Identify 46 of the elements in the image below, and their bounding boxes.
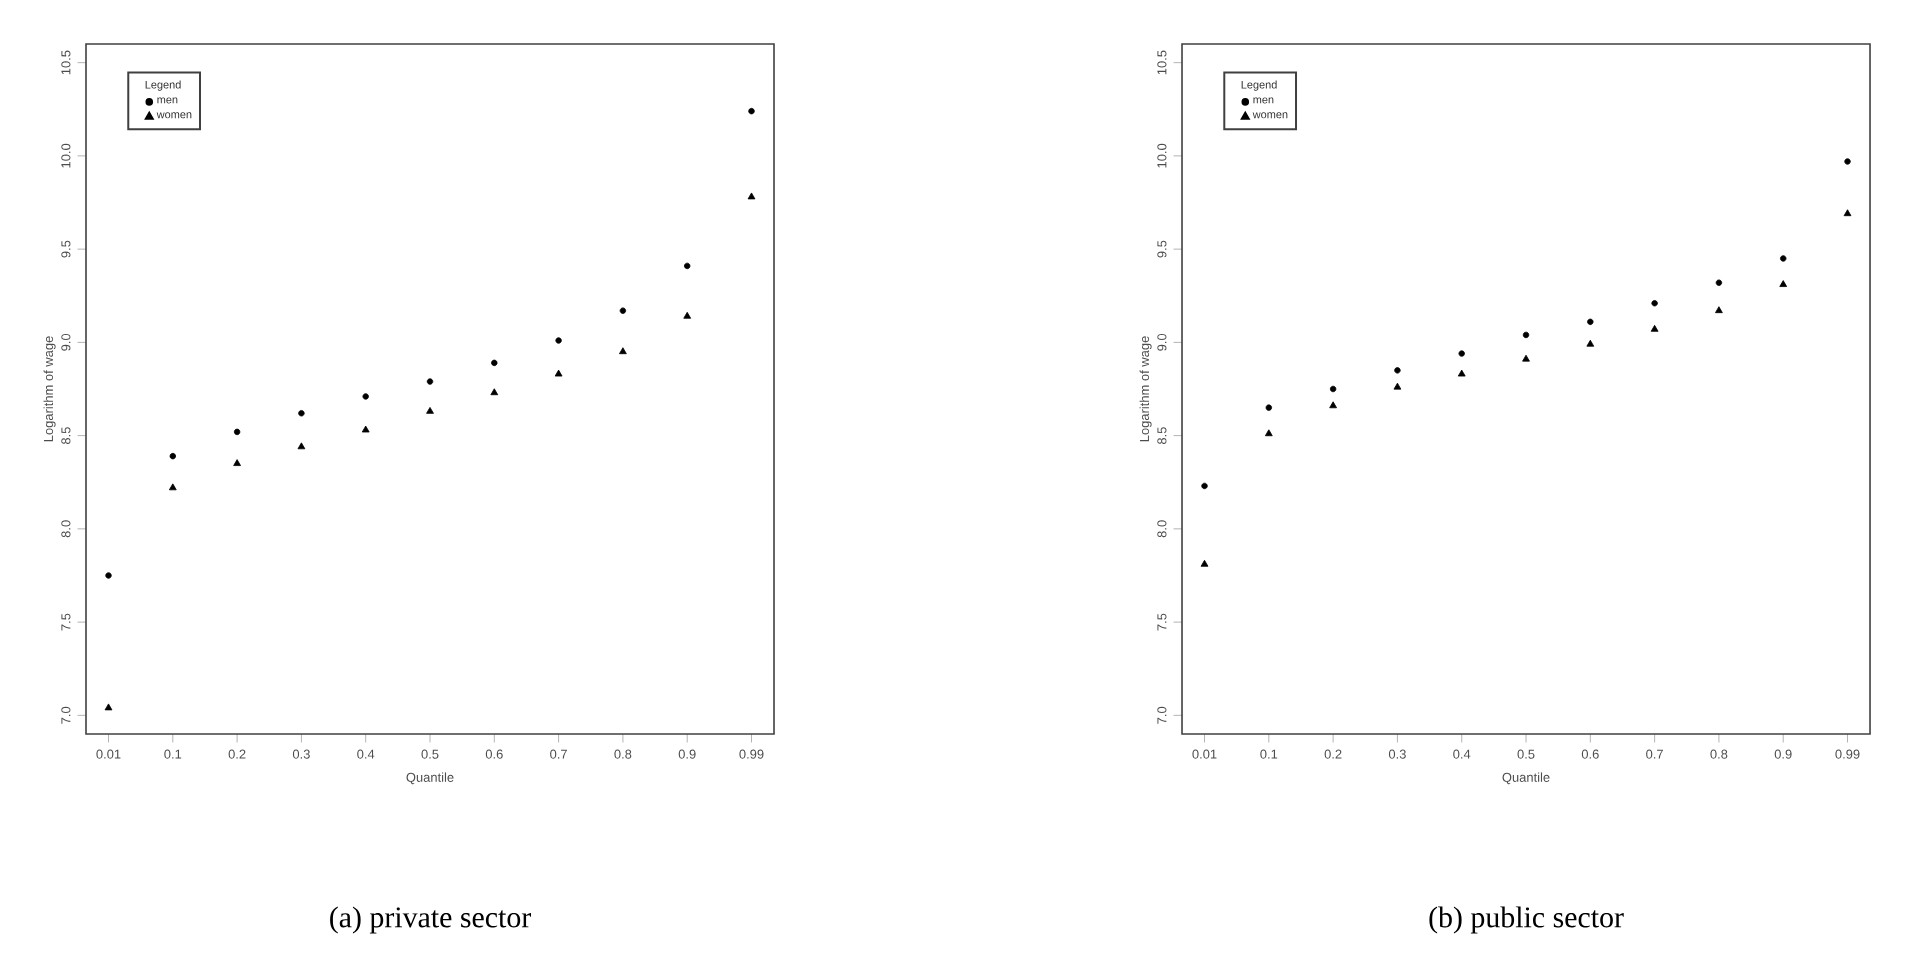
- point: [105, 572, 112, 579]
- point: [1265, 404, 1273, 411]
- point: [233, 459, 241, 466]
- point: [1201, 482, 1208, 490]
- point: [362, 393, 369, 400]
- point: [1586, 339, 1595, 347]
- point: [683, 311, 692, 319]
- point: [619, 347, 627, 355]
- point: [104, 703, 113, 711]
- point: [168, 483, 177, 491]
- point: [490, 388, 499, 396]
- point: [1200, 559, 1209, 567]
- point: [748, 107, 755, 115]
- point: [1715, 279, 1723, 286]
- point: [1715, 306, 1723, 314]
- point: [233, 428, 241, 436]
- point: [1264, 429, 1273, 437]
- point: [1458, 350, 1465, 357]
- point: [361, 425, 370, 433]
- point: [684, 262, 691, 270]
- point: [1779, 280, 1788, 287]
- point: [1780, 255, 1787, 262]
- point: [1457, 369, 1466, 377]
- point: [1394, 367, 1401, 374]
- point: [555, 337, 562, 344]
- point: [297, 442, 306, 450]
- point: [1393, 382, 1402, 390]
- text: (b) public sector: [1429, 906, 1624, 934]
- point: [1329, 401, 1337, 409]
- point: [619, 307, 627, 314]
- point: [169, 452, 176, 460]
- point: [298, 410, 305, 417]
- point: [1844, 158, 1851, 165]
- point: [1329, 385, 1337, 393]
- point: [491, 359, 498, 367]
- point: [1522, 331, 1530, 339]
- point: [1651, 300, 1658, 307]
- point: [426, 378, 434, 385]
- point: [1843, 209, 1852, 217]
- text: (a) private sector: [330, 906, 531, 934]
- point: [1650, 324, 1659, 332]
- point: [554, 369, 563, 377]
- point: [1522, 354, 1530, 362]
- point: [747, 192, 756, 200]
- point: [1587, 318, 1594, 326]
- point: [426, 406, 434, 414]
